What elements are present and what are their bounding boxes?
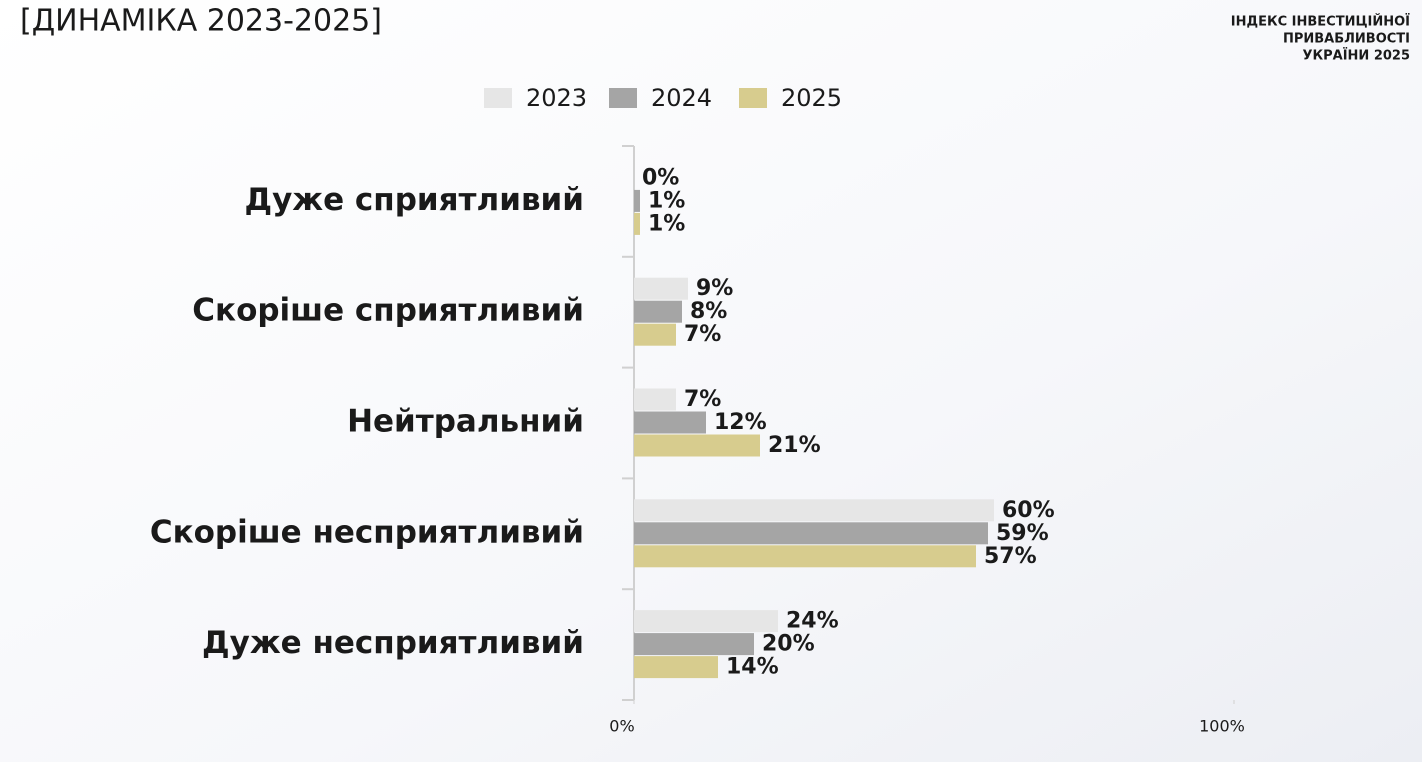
legend-label: 2024 bbox=[651, 84, 712, 112]
value-label: 21% bbox=[768, 433, 821, 458]
x-tick-label: 100% bbox=[1199, 717, 1245, 736]
value-label: 0% bbox=[642, 165, 679, 190]
bar bbox=[634, 633, 754, 656]
value-label: 20% bbox=[762, 632, 815, 657]
value-label: 1% bbox=[648, 211, 685, 236]
bar bbox=[634, 656, 718, 679]
category-label: Дуже сприятливий bbox=[244, 182, 584, 218]
value-label: 7% bbox=[684, 322, 721, 347]
chart-title: [ДИНАМІКА 2023-2025] bbox=[20, 4, 382, 39]
legend-label: 2023 bbox=[526, 84, 587, 112]
bar bbox=[634, 277, 688, 300]
value-label: 8% bbox=[690, 299, 727, 324]
value-label: 24% bbox=[786, 609, 839, 634]
legend-label: 2025 bbox=[781, 84, 842, 112]
value-label: 57% bbox=[984, 544, 1037, 569]
bar bbox=[634, 610, 778, 633]
category-label: Нейтральний bbox=[347, 404, 584, 440]
value-label: 12% bbox=[714, 410, 767, 435]
category-label: Скоріше несприятливий bbox=[150, 514, 584, 550]
legend-swatch bbox=[609, 88, 637, 108]
category-label: Дуже несприятливий bbox=[202, 625, 584, 661]
value-label: 59% bbox=[996, 521, 1049, 546]
bar bbox=[634, 300, 682, 323]
legend-swatch bbox=[739, 88, 767, 108]
x-tick-label: 0% bbox=[609, 717, 634, 736]
bar bbox=[634, 499, 994, 522]
value-label: 1% bbox=[648, 188, 685, 213]
value-label: 9% bbox=[696, 276, 733, 301]
bar bbox=[634, 189, 640, 212]
brand: ІНДЕКС ІНВЕСТИЦІЙНОЇ ПРИВАБЛИВОСТІ УКРАЇ… bbox=[1231, 14, 1410, 64]
legend-swatch bbox=[484, 88, 512, 108]
bar bbox=[634, 388, 676, 411]
value-label: 60% bbox=[1002, 498, 1055, 523]
brand-line: ІНДЕКС ІНВЕСТИЦІЙНОЇ bbox=[1231, 14, 1410, 30]
bar bbox=[634, 545, 976, 568]
value-label: 7% bbox=[684, 387, 721, 412]
brand-line: УКРАЇНИ 2025 bbox=[1302, 48, 1410, 64]
bar bbox=[634, 212, 640, 235]
bar bbox=[634, 434, 760, 457]
bar bbox=[634, 522, 988, 545]
bar bbox=[634, 323, 676, 346]
brand-line: ПРИВАБЛИВОСТІ bbox=[1283, 32, 1410, 47]
value-label: 14% bbox=[726, 655, 779, 680]
category-label: Скоріше сприятливий bbox=[192, 293, 584, 329]
bar bbox=[634, 411, 706, 434]
